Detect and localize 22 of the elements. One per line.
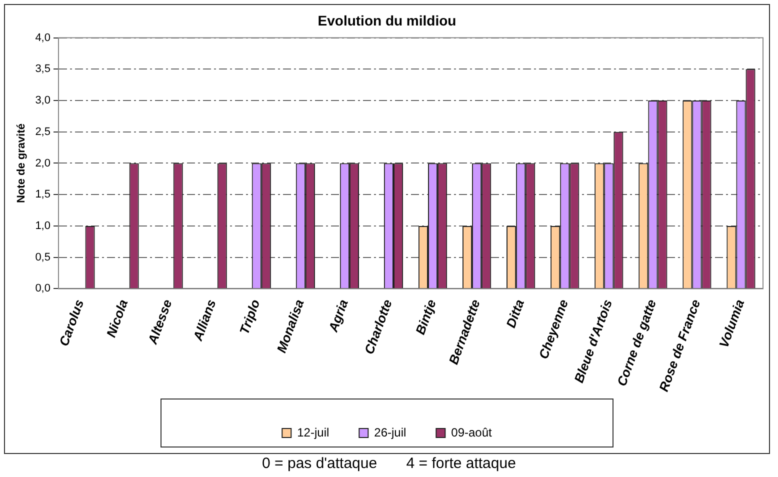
x-tick-label: Ditta xyxy=(503,297,528,330)
y-tick-label: 2,5 xyxy=(35,126,50,138)
y-tick-label: 3,0 xyxy=(35,94,50,107)
legend-label: 26-juil xyxy=(374,425,406,440)
y-tick-label: 1,5 xyxy=(35,188,50,201)
y-tick-label: 4,0 xyxy=(35,32,50,44)
x-tick-label: Agria xyxy=(325,297,351,335)
y-tick-label: 2,0 xyxy=(35,157,50,170)
chart-title: Evolution du mildiou xyxy=(318,12,456,28)
y-tick-label: 0,5 xyxy=(35,251,50,264)
x-tick-label: Bintje xyxy=(412,297,439,337)
y-tick-label: 0,0 xyxy=(35,282,50,295)
x-tick-label: Altesse xyxy=(144,297,175,347)
y-axis-title: Note de gravité xyxy=(16,124,28,203)
y-tick-label: 1,0 xyxy=(35,220,50,232)
x-tick-label: Triplo xyxy=(236,297,263,336)
legend-label: 09-août xyxy=(451,425,493,440)
legend-label: 12-juil xyxy=(297,425,330,440)
y-tick-label: 3,5 xyxy=(35,63,50,76)
x-tick-label: Allians xyxy=(190,297,219,344)
text: 0 = pas d'attaque 4 = forte attaque xyxy=(261,455,517,472)
x-tick-label: Nicola xyxy=(103,297,131,340)
